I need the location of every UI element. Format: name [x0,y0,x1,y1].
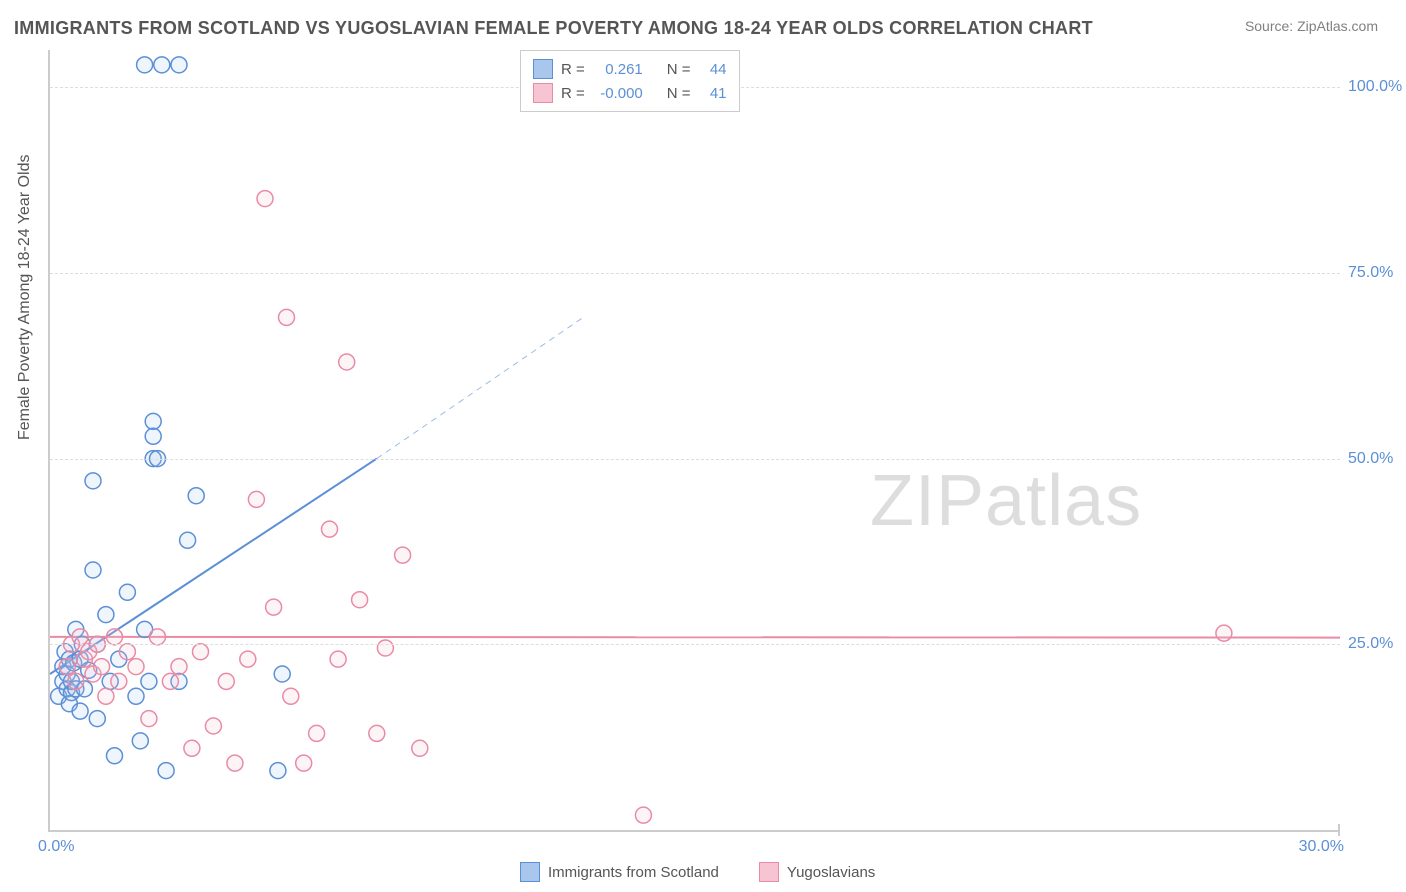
chart-title: IMMIGRANTS FROM SCOTLAND VS YUGOSLAVIAN … [14,18,1093,39]
data-point-yugoslavians [193,644,209,660]
r-label: R = [561,85,585,102]
legend-row-yugoslavians: R = -0.000 N = 41 [533,81,727,105]
data-point-scotland [107,748,123,764]
gridline [50,644,1340,645]
data-point-scotland [171,57,187,73]
trend-line-yugoslavians [50,637,1340,638]
x-end-tick-label: 30.0% [1299,838,1344,856]
series-label-yugoslavians: Yugoslavians [787,864,875,881]
data-point-scotland [180,532,196,548]
legend-row-scotland: R = 0.261 N = 44 [533,57,727,81]
data-point-scotland [141,673,157,689]
data-point-yugoslavians [227,755,243,771]
data-point-yugoslavians [377,640,393,656]
gridline [50,459,1340,460]
data-point-yugoslavians [248,491,264,507]
data-point-yugoslavians [339,354,355,370]
n-label: N = [667,61,691,78]
data-point-scotland [270,763,286,779]
swatch-yugoslavians [533,83,553,103]
data-point-yugoslavians [128,659,144,675]
y-tick-label: 75.0% [1348,264,1406,282]
data-point-scotland [154,57,170,73]
scatter-svg [50,50,1340,830]
data-point-yugoslavians [141,711,157,727]
data-point-yugoslavians [94,659,110,675]
x-origin-tick-label: 0.0% [38,838,74,856]
series-legend: Immigrants from Scotland Yugoslavians [520,862,905,882]
data-point-yugoslavians [98,688,114,704]
n-value-yugoslavians: 41 [699,85,727,102]
data-point-scotland [274,666,290,682]
data-point-scotland [137,57,153,73]
data-point-yugoslavians [162,673,178,689]
data-point-yugoslavians [240,651,256,667]
trend-line-ext-scotland [377,317,583,458]
data-point-yugoslavians [395,547,411,563]
source-attribution: Source: ZipAtlas.com [1245,18,1378,34]
swatch-scotland [533,59,553,79]
data-point-yugoslavians [205,718,221,734]
series-label-scotland: Immigrants from Scotland [548,864,719,881]
n-value-scotland: 44 [699,61,727,78]
y-tick-label: 25.0% [1348,635,1406,653]
data-point-scotland [98,607,114,623]
data-point-yugoslavians [184,740,200,756]
data-point-yugoslavians [322,521,338,537]
r-label: R = [561,61,585,78]
data-point-scotland [89,711,105,727]
data-point-yugoslavians [412,740,428,756]
gridline [50,273,1340,274]
data-point-scotland [85,473,101,489]
data-point-yugoslavians [119,644,135,660]
data-point-yugoslavians [635,807,651,823]
data-point-scotland [132,733,148,749]
data-point-scotland [145,413,161,429]
y-axis-label: Female Poverty Among 18-24 Year Olds [16,155,34,441]
r-value-yugoslavians: -0.000 [593,85,643,102]
data-point-yugoslavians [266,599,282,615]
data-point-yugoslavians [107,629,123,645]
data-point-yugoslavians [283,688,299,704]
swatch-scotland-bottom [520,862,540,882]
legend-item-yugoslavians: Yugoslavians [759,862,875,882]
data-point-yugoslavians [218,673,234,689]
data-point-yugoslavians [369,725,385,741]
data-point-yugoslavians [59,659,75,675]
data-point-scotland [158,763,174,779]
data-point-yugoslavians [68,673,84,689]
data-point-yugoslavians [257,191,273,207]
legend-item-scotland: Immigrants from Scotland [520,862,719,882]
data-point-yugoslavians [171,659,187,675]
data-point-yugoslavians [150,629,166,645]
data-point-scotland [119,584,135,600]
swatch-yugoslavians-bottom [759,862,779,882]
y-tick-label: 100.0% [1348,78,1406,96]
n-label: N = [667,85,691,102]
data-point-scotland [85,562,101,578]
plot-area: 0.0% 30.0% ZIPatlas 25.0%50.0%75.0%100.0… [48,50,1340,832]
y-tick-label: 50.0% [1348,450,1406,468]
r-value-scotland: 0.261 [593,61,643,78]
data-point-yugoslavians [1216,625,1232,641]
correlation-stats-legend: R = 0.261 N = 44 R = -0.000 N = 41 [520,50,740,112]
data-point-yugoslavians [309,725,325,741]
data-point-yugoslavians [111,673,127,689]
data-point-scotland [188,488,204,504]
data-point-scotland [128,688,144,704]
data-point-yugoslavians [279,309,295,325]
data-point-yugoslavians [352,592,368,608]
data-point-yugoslavians [296,755,312,771]
data-point-scotland [145,428,161,444]
data-point-yugoslavians [72,629,88,645]
data-point-yugoslavians [330,651,346,667]
data-point-scotland [72,703,88,719]
